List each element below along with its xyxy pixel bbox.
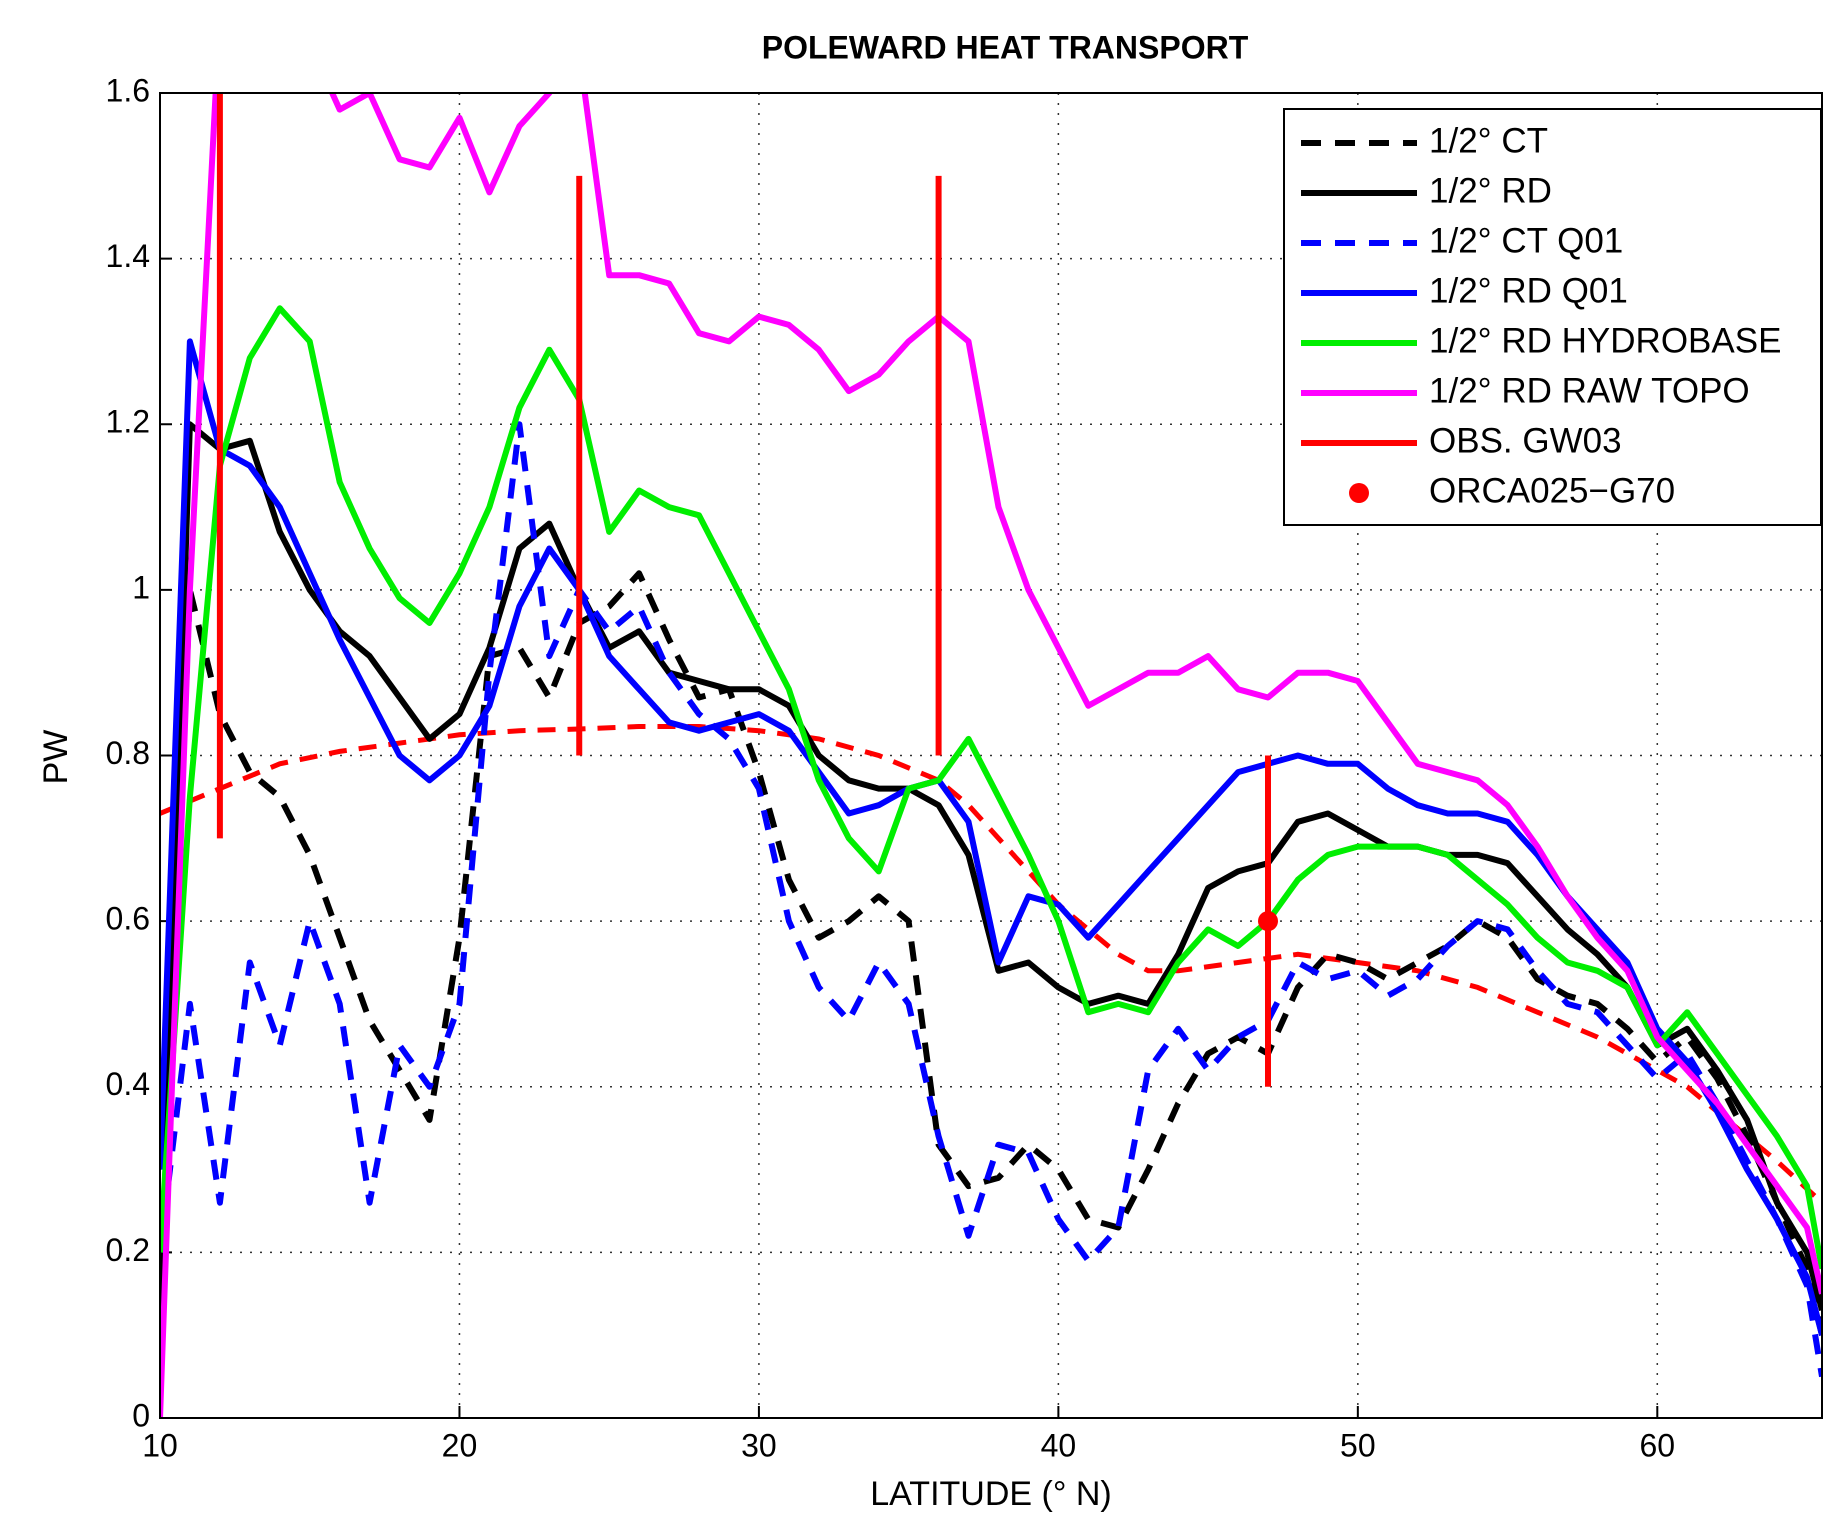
y-tick-label: 1.4 (106, 238, 150, 274)
x-tick-label: 50 (1340, 1427, 1376, 1463)
series-line (160, 421, 1822, 1336)
chart-title: POLEWARD HEAT TRANSPORT (762, 29, 1249, 65)
y-tick-label: 1.6 (106, 72, 150, 108)
legend-label: ORCA025−G70 (1429, 471, 1675, 510)
point-marker (1258, 911, 1278, 932)
legend-label: 1/2° CT Q01 (1429, 221, 1623, 260)
reference-line (160, 724, 1822, 1205)
legend: 1/2° CT 1/2° RD 1/2° CT Q01 1/2° RD Q01 1/2°… (1283, 108, 1822, 526)
y-tick-label: 0.4 (106, 1066, 150, 1102)
legend-label: 1/2° RD RAW TOPO (1429, 371, 1750, 410)
x-tick-label: 30 (741, 1427, 777, 1463)
y-tick-label: 1 (132, 569, 150, 605)
series-line (160, 93, 1822, 1418)
x-axis-label: LATITUDE (° N) (870, 1475, 1112, 1513)
legend-label: 1/2° RD Q01 (1429, 271, 1628, 310)
axes-frame (159, 92, 1823, 1419)
legend-box (1283, 108, 1822, 526)
x-tick-label: 60 (1640, 1427, 1676, 1463)
plot-area (160, 93, 1822, 1418)
y-tick-label: 0.2 (106, 1232, 150, 1268)
legend-swatch (1349, 483, 1369, 503)
series-line (160, 305, 1822, 1270)
legend-label: 1/2° CT (1429, 121, 1548, 160)
x-tick-label: 40 (1041, 1427, 1077, 1463)
legend-label: 1/2° RD (1429, 171, 1552, 210)
y-tick-label: 0 (132, 1397, 150, 1433)
x-tick-label: 10 (142, 1427, 178, 1463)
legend-label: 1/2° RD HYDROBASE (1429, 321, 1781, 360)
y-axis-label: PW (37, 730, 75, 785)
series-line (160, 421, 1822, 1378)
y-tick-label: 0.8 (106, 735, 150, 771)
y-tick-label: 0.6 (106, 901, 150, 937)
x-tick-label: 20 (442, 1427, 478, 1463)
y-tick-label: 1.2 (106, 404, 150, 440)
legend-label: OBS. GW03 (1429, 421, 1622, 460)
